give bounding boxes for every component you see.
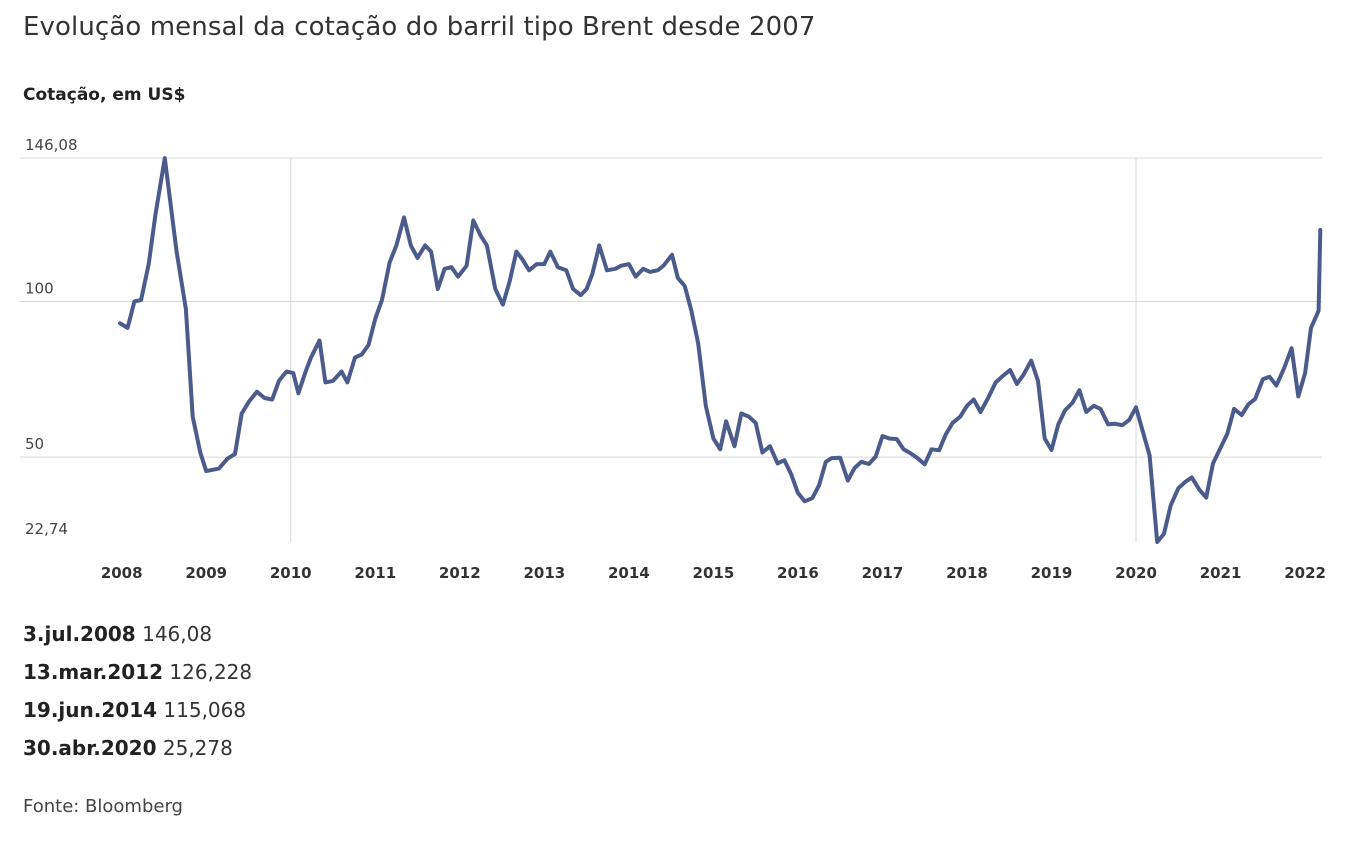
x-tick-label: 2015 xyxy=(693,564,735,582)
x-tick-label: 2022 xyxy=(1284,564,1326,582)
highlight-date: 19.jun.2014 xyxy=(23,698,158,722)
highlight-value: 126,228 xyxy=(169,660,253,684)
x-tick-label: 2018 xyxy=(946,564,988,582)
y-tick-label: 146,08 xyxy=(25,136,78,154)
series-line-brent xyxy=(118,156,1323,544)
x-tick-label: 2020 xyxy=(1115,564,1157,582)
gridlines xyxy=(20,157,1322,542)
highlight-date: 30.abr.2020 xyxy=(23,736,157,760)
x-axis-ticks: 2008 2009 2010 2011 2012 2013 2014 2015 2016 2017… xyxy=(101,564,1326,582)
highlight-list: 3.jul.2008 146,08 13.mar.2012 126,228 19… xyxy=(23,615,252,767)
x-tick-label: 2012 xyxy=(439,564,481,582)
x-tick-label: 2017 xyxy=(862,564,904,582)
x-tick-label: 2010 xyxy=(270,564,312,582)
x-tick-label: 2013 xyxy=(523,564,565,582)
y-tick-label: 100 xyxy=(25,279,54,297)
series-group xyxy=(118,156,1323,544)
source-note: Fonte: Bloomberg xyxy=(23,796,183,817)
highlight-item: 19.jun.2014 115,068 xyxy=(23,691,252,729)
x-tick-label: 2009 xyxy=(185,564,227,582)
line-chart: 146,08 100 50 22,74 2008 2009 2010 2011 2012 201… xyxy=(20,136,1326,582)
y-tick-label: 50 xyxy=(25,435,44,453)
x-tick-label: 2016 xyxy=(777,564,819,582)
highlight-item: 3.jul.2008 146,08 xyxy=(23,615,252,653)
x-tick-label: 2021 xyxy=(1200,564,1242,582)
highlight-value: 146,08 xyxy=(142,622,213,646)
x-tick-label: 2008 xyxy=(101,564,143,582)
highlight-item: 13.mar.2012 126,228 xyxy=(23,653,252,691)
x-tick-label: 2011 xyxy=(354,564,396,582)
x-tick-label: 2014 xyxy=(608,564,650,582)
y-tick-label: 22,74 xyxy=(25,520,68,538)
y-axis-ticks: 146,08 100 50 22,74 xyxy=(25,136,78,538)
highlight-date: 13.mar.2012 xyxy=(23,660,164,684)
highlight-item: 30.abr.2020 25,278 xyxy=(23,729,252,767)
y-axis-label: Cotação, em US$ xyxy=(23,85,186,105)
highlight-date: 3.jul.2008 xyxy=(23,622,136,646)
highlight-value: 115,068 xyxy=(163,698,247,722)
highlight-value: 25,278 xyxy=(162,736,233,760)
x-tick-label: 2019 xyxy=(1031,564,1073,582)
chart-title: Evolução mensal da cotação do barril tip… xyxy=(23,12,816,42)
